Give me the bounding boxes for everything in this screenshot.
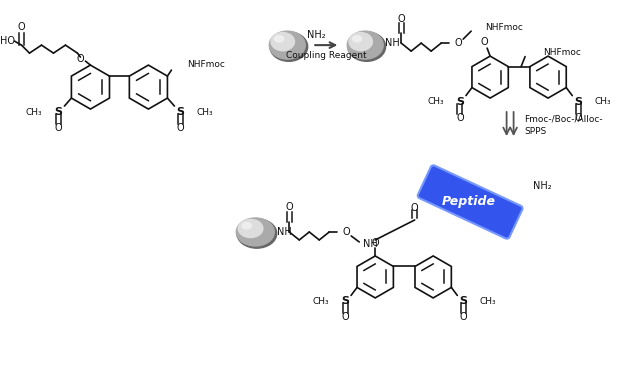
- Ellipse shape: [270, 32, 308, 61]
- Text: O: O: [341, 312, 349, 322]
- Text: O: O: [454, 38, 462, 48]
- Text: O: O: [480, 37, 488, 47]
- FancyBboxPatch shape: [418, 165, 523, 239]
- Ellipse shape: [348, 31, 383, 59]
- Text: O: O: [371, 238, 379, 248]
- Text: S: S: [456, 97, 464, 106]
- Text: NH: NH: [385, 38, 400, 48]
- Text: CH₃: CH₃: [26, 108, 42, 116]
- Ellipse shape: [271, 33, 294, 51]
- Text: NH₂: NH₂: [307, 30, 326, 40]
- Text: HO: HO: [0, 36, 15, 46]
- Text: S: S: [460, 296, 467, 307]
- Ellipse shape: [237, 219, 276, 248]
- Ellipse shape: [242, 223, 252, 229]
- Text: NHFmoc: NHFmoc: [188, 60, 225, 68]
- Text: O: O: [285, 202, 293, 212]
- Text: NH: NH: [277, 227, 292, 237]
- Ellipse shape: [269, 31, 305, 59]
- Text: Peptide: Peptide: [442, 195, 495, 208]
- Text: CH₃: CH₃: [312, 297, 329, 306]
- Ellipse shape: [348, 32, 386, 61]
- Text: NH₂: NH₂: [532, 181, 551, 191]
- Text: O: O: [177, 123, 184, 133]
- Text: O: O: [397, 14, 405, 24]
- Ellipse shape: [275, 36, 284, 42]
- Text: Fmoc-/Boc-/Alloc-: Fmoc-/Boc-/Alloc-: [524, 115, 603, 123]
- Text: CH₃: CH₃: [428, 97, 444, 106]
- Text: NHFmoc: NHFmoc: [543, 48, 581, 57]
- Text: O: O: [411, 203, 419, 213]
- Text: NHFmoc: NHFmoc: [485, 22, 523, 32]
- Text: O: O: [456, 113, 464, 123]
- Text: O: O: [77, 54, 84, 64]
- Text: CH₃: CH₃: [479, 297, 496, 306]
- Text: O: O: [575, 113, 582, 123]
- Text: O: O: [460, 312, 467, 322]
- Text: CH₃: CH₃: [196, 108, 213, 116]
- Text: NH: NH: [364, 239, 378, 249]
- Text: SPPS: SPPS: [524, 127, 547, 135]
- Text: S: S: [574, 97, 582, 106]
- Ellipse shape: [353, 36, 362, 42]
- Text: S: S: [341, 296, 349, 307]
- Ellipse shape: [238, 219, 263, 238]
- Text: S: S: [177, 107, 184, 117]
- Text: Coupling Reagent: Coupling Reagent: [286, 51, 367, 60]
- Ellipse shape: [236, 218, 275, 246]
- Text: O: O: [342, 227, 350, 237]
- Text: S: S: [54, 107, 63, 117]
- Text: CH₃: CH₃: [594, 97, 611, 106]
- Text: O: O: [54, 123, 62, 133]
- Ellipse shape: [349, 33, 372, 51]
- Text: O: O: [18, 22, 26, 32]
